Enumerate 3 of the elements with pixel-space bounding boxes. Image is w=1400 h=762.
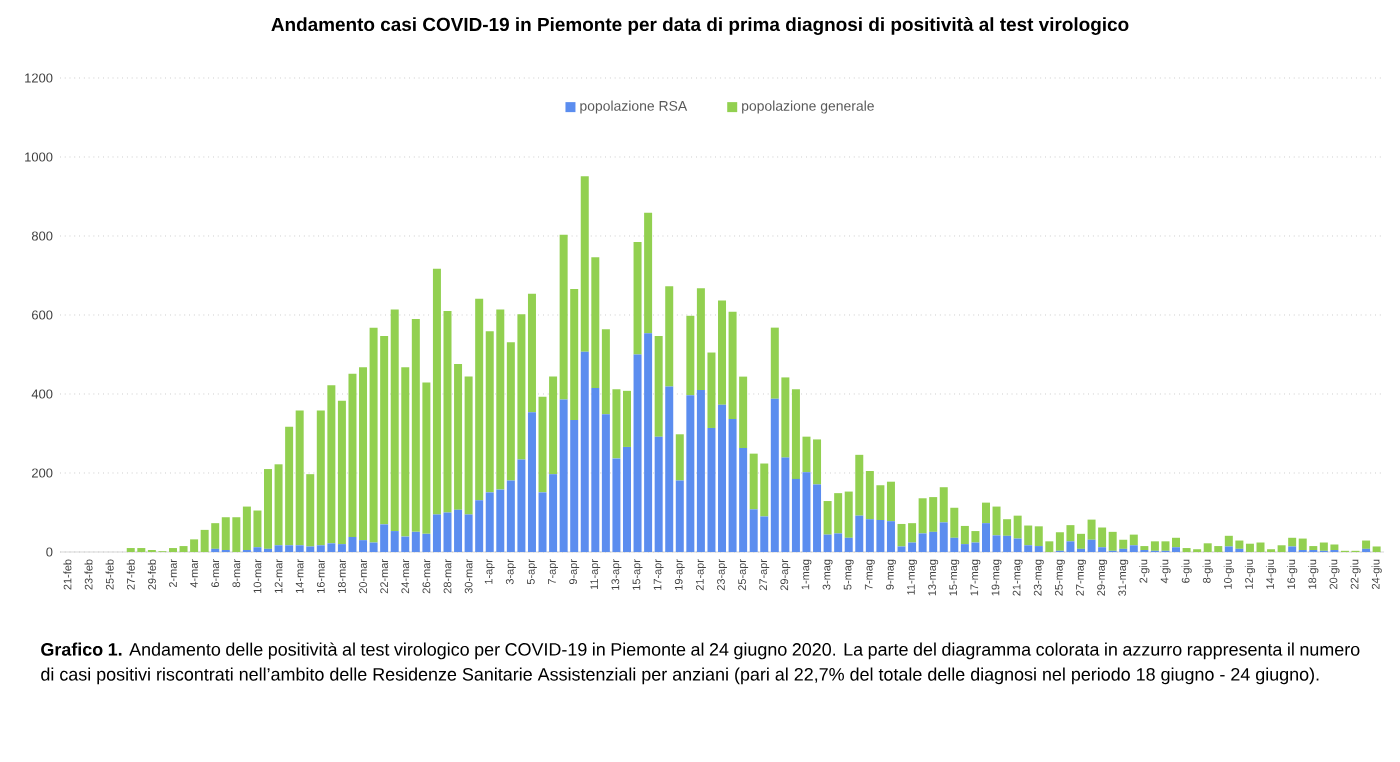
text: Grafico 1. Andamento delle positività al test virologico per COVID-19 in Piemonte al 24 giugno 2020. La parte del diagramma colorata in azzurro rappresenta il numero di casi positivi riscontrati nell’ambito delle Residenze Sanitarie Assistenziali per anziani (pari al 22,7% del totale delle diagnosi nel periodo 18 giugno - 24 giugno). bbox=[41, 642, 1360, 685]
chart-title: Andamento casi COVID-19 in Piemonte per data di prima diagnosi di positività al test virologico bbox=[271, 17, 1129, 35]
bar bbox=[675, 434, 684, 481]
